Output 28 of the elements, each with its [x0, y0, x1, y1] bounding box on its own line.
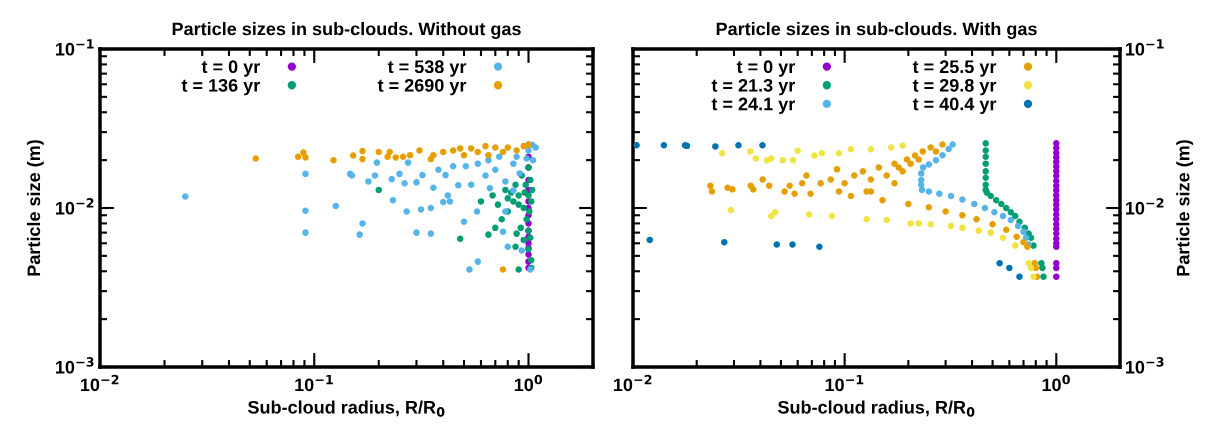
y-tick-label: 10$^{−2}$ [56, 198, 94, 215]
legend-label: t = 29.8 yr [912, 78, 997, 96]
legend-label: t = 136 yr [181, 78, 260, 96]
legend-label: t = 538 yr [387, 60, 467, 77]
legend-label: t = 25.5 yr [912, 60, 997, 77]
x-tick-label: 10$^{−2}$ [81, 374, 119, 392]
legend-label: t = 40.4 yr [912, 97, 997, 114]
y-tick-label: 10$^{−1}$ [56, 39, 94, 56]
chart-title: Particle sizes in sub-clouds. With gas [716, 22, 1037, 39]
x-tick-label: 10$^{−1}$ [825, 374, 864, 392]
y-axis-title: Particle size (m) [26, 140, 44, 276]
legend-label: t = 0 yr [201, 60, 260, 77]
x-axis-title: Sub-cloud radius, R/R$_{0}$ [777, 400, 975, 417]
y-tick-label: 10$^{−3}$ [56, 357, 94, 374]
legend-label: t = 0 yr [736, 60, 795, 77]
legend-label: t = 24.1 yr [711, 97, 795, 114]
x-tick-label: 10$^{−2}$ [614, 374, 652, 392]
legend-label: t = 2690 yr [377, 78, 467, 96]
legend-label: t = 21.3 yr [711, 78, 795, 96]
y-axis-title: Particle size (m) [1176, 140, 1194, 276]
y-tick-label: 10$^{−3}$ [1126, 357, 1164, 374]
x-tick-label: 10$^{0}$ [514, 374, 543, 392]
x-tick-label: 10$^{0}$ [1042, 374, 1070, 392]
x-tick-label: 10$^{−1}$ [295, 374, 333, 392]
y-tick-label: 10$^{−1}$ [1126, 39, 1164, 56]
x-axis-title: Sub-cloud radius, R/R$_{0}$ [247, 400, 445, 417]
y-tick-label: 10$^{−2}$ [1126, 198, 1164, 215]
chart-title: Particle sizes in sub-clouds. Without gas [172, 22, 521, 39]
